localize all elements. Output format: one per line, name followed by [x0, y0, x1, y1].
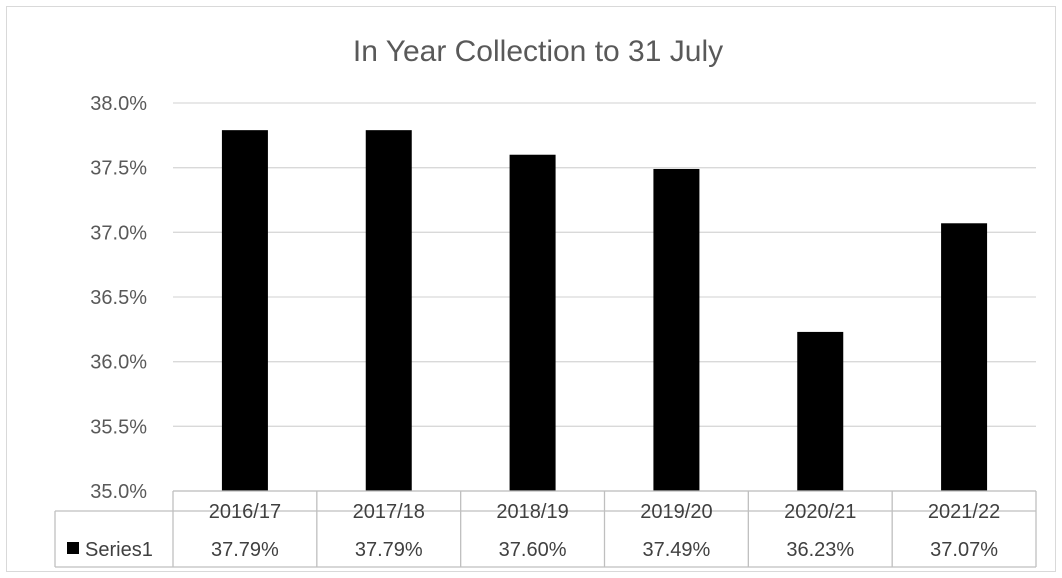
chart-title: In Year Collection to 31 July: [353, 35, 723, 68]
y-tick-label: 35.0%: [90, 481, 147, 503]
bars: [221, 130, 988, 491]
data-label: 37.60%: [499, 539, 567, 561]
data-table: 2016/17 2017/18 2018/19 2019/20 2020/21 2021/…: [54, 490, 1037, 568]
bar: [509, 154, 556, 491]
gridlines: [173, 102, 1036, 492]
y-axis-tick-labels: 35.0% 35.5% 36.0% 36.5% 37.0% 37.5% 38.0%: [90, 93, 147, 503]
data-label: 37.79%: [211, 539, 279, 561]
bar: [941, 223, 988, 491]
data-label: 37.79%: [355, 539, 423, 561]
bar: [365, 130, 412, 491]
x-tick-label: 2018/19: [496, 501, 568, 523]
data-label: 36.23%: [786, 539, 854, 561]
y-tick-label: 37.5%: [90, 158, 147, 180]
y-tick-label: 36.0%: [90, 352, 147, 374]
y-tick-label: 38.0%: [90, 93, 147, 115]
legend-series-name: Series1: [85, 539, 153, 561]
bar: [221, 130, 268, 491]
y-tick-label: 37.0%: [90, 222, 147, 244]
x-tick-label: 2021/22: [928, 501, 1000, 523]
x-tick-label: 2016/17: [209, 501, 281, 523]
x-tick-label: 2017/18: [353, 501, 425, 523]
legend-key: [67, 542, 79, 554]
data-label: 37.49%: [642, 539, 710, 561]
bar: [653, 168, 700, 491]
y-tick-label: 36.5%: [90, 287, 147, 309]
data-label: 37.07%: [930, 539, 998, 561]
y-tick-label: 35.5%: [90, 416, 147, 438]
x-tick-label: 2019/20: [640, 501, 712, 523]
x-tick-label: 2020/21: [784, 501, 856, 523]
bar: [797, 331, 844, 491]
